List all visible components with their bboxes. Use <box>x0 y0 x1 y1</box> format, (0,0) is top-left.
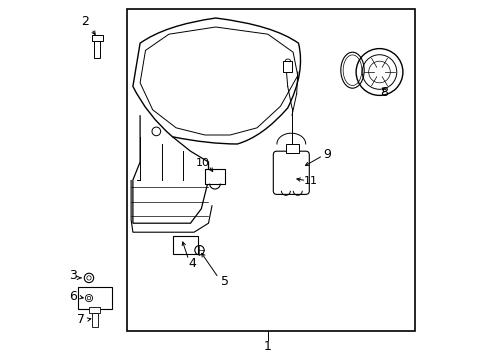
FancyBboxPatch shape <box>273 151 309 194</box>
FancyBboxPatch shape <box>172 236 197 254</box>
Text: 10: 10 <box>196 158 210 168</box>
Text: 4: 4 <box>188 257 196 270</box>
Bar <box>285 144 298 153</box>
Text: 11: 11 <box>304 176 318 186</box>
Ellipse shape <box>340 52 364 88</box>
Bar <box>283 61 292 72</box>
Bar <box>94 41 100 58</box>
FancyBboxPatch shape <box>78 287 112 309</box>
Bar <box>89 307 100 313</box>
Text: 9: 9 <box>323 148 330 161</box>
Text: 7: 7 <box>77 313 84 326</box>
Bar <box>204 169 224 184</box>
Text: 1: 1 <box>264 340 271 353</box>
Text: 3: 3 <box>69 269 77 282</box>
Text: 8: 8 <box>379 86 387 99</box>
Bar <box>127 9 415 331</box>
Text: 2: 2 <box>81 15 89 28</box>
Bar <box>92 35 102 41</box>
Bar <box>92 313 98 327</box>
Text: 6: 6 <box>69 291 77 303</box>
Text: 5: 5 <box>220 275 228 288</box>
Ellipse shape <box>343 55 361 86</box>
